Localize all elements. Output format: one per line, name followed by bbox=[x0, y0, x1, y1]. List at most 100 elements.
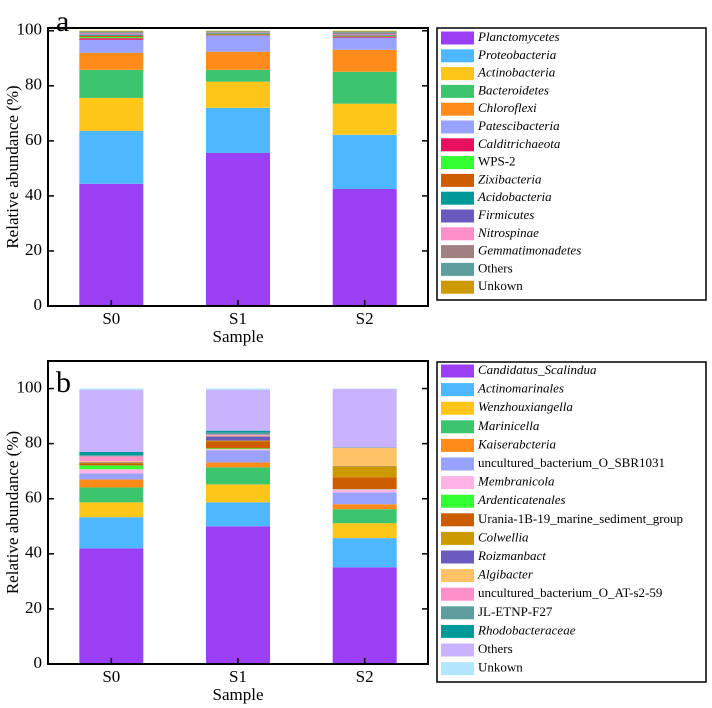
legend-swatch bbox=[441, 513, 474, 527]
legend-swatch bbox=[441, 31, 474, 45]
bar-segment bbox=[206, 462, 270, 468]
legend-swatch bbox=[441, 120, 474, 134]
bar-segment bbox=[332, 35, 397, 36]
legend-label: Gemmatimonadetes bbox=[478, 243, 581, 258]
x-axis-title: Sample bbox=[213, 327, 264, 346]
legend-swatch bbox=[441, 569, 474, 583]
bar-segment bbox=[206, 388, 270, 390]
y-axis-title: Relative abundance (%) bbox=[3, 85, 22, 248]
bar-segment bbox=[206, 448, 270, 450]
x-axis-title: Sample bbox=[213, 685, 264, 704]
bar-segment bbox=[206, 449, 270, 451]
bar-segment bbox=[332, 37, 397, 50]
legend-frame bbox=[436, 27, 707, 301]
bar-segment bbox=[79, 52, 144, 70]
legend-label: Roizmanbact bbox=[477, 548, 546, 563]
bar-segment bbox=[206, 467, 270, 485]
legend-label: Others bbox=[478, 641, 513, 656]
legend-label: Urania-1B-19_marine_sediment_group bbox=[478, 511, 683, 526]
legend-swatch bbox=[441, 420, 474, 434]
bar-segment bbox=[79, 548, 144, 664]
bar-segment bbox=[79, 35, 144, 38]
bar-segment bbox=[206, 69, 270, 82]
bar-segment bbox=[206, 152, 270, 306]
bar-segment bbox=[79, 469, 144, 474]
legend-label: Actinobacteria bbox=[477, 65, 556, 80]
y-tick-label: 40 bbox=[25, 185, 42, 204]
bar-segment bbox=[206, 35, 270, 52]
legend-label: Proteobacteria bbox=[477, 47, 557, 62]
bar-segment bbox=[206, 502, 270, 527]
legend-label: Marinicella bbox=[477, 418, 540, 433]
legend-label: Kaiserabcteria bbox=[477, 436, 556, 451]
legend-label: Unkown bbox=[478, 660, 523, 675]
legend-swatch bbox=[441, 191, 474, 205]
legend-swatch bbox=[441, 280, 474, 294]
legend-label: Membranicola bbox=[477, 474, 555, 489]
bar-segment bbox=[79, 388, 144, 390]
bar-segment bbox=[206, 34, 270, 36]
legend-label: Firmicutes bbox=[477, 207, 534, 222]
legend-swatch bbox=[441, 84, 474, 98]
bar-segment bbox=[79, 38, 144, 40]
legend-swatch bbox=[441, 401, 474, 415]
y-tick-label: 60 bbox=[25, 488, 42, 507]
bar-segment bbox=[206, 441, 270, 449]
legend-label: Zixibacteria bbox=[478, 171, 542, 186]
legend-label: Planctomycetes bbox=[477, 29, 560, 44]
legend-swatch bbox=[441, 494, 474, 508]
bar-segment bbox=[332, 388, 397, 448]
legend-label: Others bbox=[478, 260, 513, 275]
bar-segment bbox=[332, 30, 397, 32]
legend-label: Unkown bbox=[478, 278, 523, 293]
bar-segment bbox=[206, 32, 270, 33]
bar-segment bbox=[332, 49, 397, 72]
bar-segment bbox=[206, 434, 270, 436]
legend-label: Calditrichaeota bbox=[478, 136, 561, 151]
legend-swatch bbox=[441, 438, 474, 452]
x-tick-label: S1 bbox=[229, 309, 247, 328]
bar-segment bbox=[206, 436, 270, 441]
bar-segment bbox=[79, 465, 144, 470]
y-tick-label: 80 bbox=[25, 75, 42, 94]
bar-segment bbox=[79, 473, 144, 480]
legend-swatch bbox=[441, 476, 474, 490]
bar-segment bbox=[332, 36, 397, 38]
bar-segment bbox=[206, 432, 270, 435]
plot-frame bbox=[47, 360, 429, 665]
bar-segment bbox=[332, 31, 397, 33]
bar-segment bbox=[206, 435, 270, 437]
bar-segment bbox=[79, 517, 144, 549]
bar-segment bbox=[332, 509, 397, 524]
legend-swatch bbox=[441, 587, 474, 601]
legend-swatch bbox=[441, 67, 474, 81]
bar-segment bbox=[79, 389, 144, 452]
bar-segment bbox=[79, 97, 144, 131]
y-tick-label: 20 bbox=[25, 598, 42, 617]
bar-segment bbox=[332, 448, 397, 466]
bar-segment bbox=[206, 31, 270, 33]
legend-label: Ardenticatenales bbox=[477, 492, 566, 507]
bar-segment bbox=[79, 39, 144, 53]
legend-swatch bbox=[441, 245, 474, 259]
bar-segment bbox=[332, 466, 397, 478]
legend-label: Nitrospinae bbox=[477, 225, 539, 240]
bar-segment bbox=[206, 81, 270, 108]
legend-label: Rhodobacteraceae bbox=[477, 622, 576, 637]
bar-segment bbox=[332, 492, 397, 505]
bar-segment bbox=[79, 456, 144, 462]
legend-label: Bacteroidetes bbox=[478, 82, 549, 97]
bar-segment bbox=[206, 33, 270, 35]
legend-label: Colwellia bbox=[478, 529, 529, 544]
x-tick-label: S2 bbox=[356, 309, 374, 328]
legend-swatch bbox=[441, 209, 474, 223]
x-tick-label: S2 bbox=[356, 667, 374, 686]
legend-swatch bbox=[441, 156, 474, 170]
bar-segment bbox=[206, 450, 270, 463]
legend-label: Algibacter bbox=[477, 567, 534, 582]
bar-segment bbox=[79, 455, 144, 457]
y-tick-label: 100 bbox=[17, 377, 43, 396]
bar-segment bbox=[79, 31, 144, 33]
bar-segment bbox=[206, 51, 270, 70]
